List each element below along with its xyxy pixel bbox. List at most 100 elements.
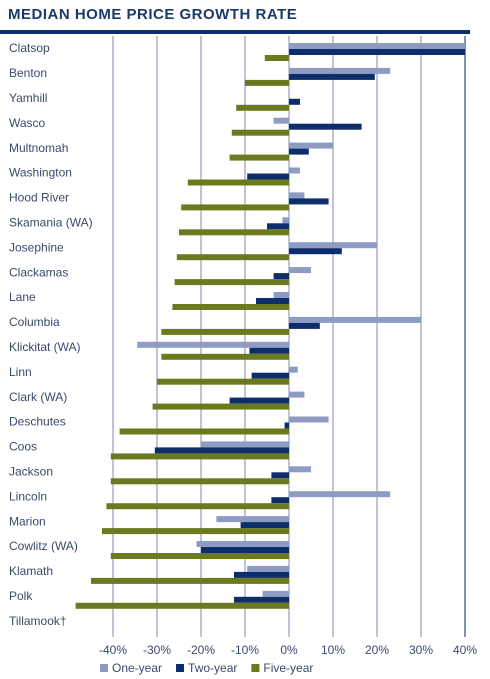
x-tick-label: -40% <box>99 643 127 657</box>
bar <box>289 198 329 205</box>
bar <box>229 154 289 161</box>
bar <box>282 217 289 224</box>
bar <box>247 173 289 180</box>
bar <box>264 55 289 61</box>
bar <box>289 49 465 55</box>
bar <box>172 304 289 310</box>
bar <box>91 577 289 584</box>
y-tick-label: Washington <box>9 166 72 180</box>
bar <box>181 204 289 211</box>
x-tick-label: 30% <box>409 643 433 657</box>
bar <box>267 223 289 230</box>
y-tick-label: Columbia <box>9 315 60 329</box>
bar <box>289 242 377 249</box>
bar <box>251 372 289 379</box>
bar <box>106 503 290 510</box>
bar <box>289 248 342 255</box>
bar <box>240 522 289 529</box>
bar <box>229 397 289 404</box>
bar <box>271 497 289 504</box>
y-tick-label: Cowlitz (WA) <box>9 539 78 553</box>
bar <box>289 98 300 105</box>
y-tick-label: Wasco <box>9 116 46 130</box>
bar <box>289 192 305 199</box>
y-tick-label: Hood River <box>9 191 69 205</box>
bar <box>201 441 289 448</box>
x-tick-label: -10% <box>231 643 259 657</box>
bar <box>289 416 329 423</box>
y-tick-label: Clackamas <box>9 265 68 279</box>
x-tick-label: -30% <box>143 643 171 657</box>
x-tick-label: 0% <box>280 643 298 657</box>
y-tick-label: Lane <box>9 290 36 304</box>
bar <box>161 353 289 360</box>
bar <box>289 391 305 398</box>
bar <box>137 341 289 348</box>
title-rule <box>0 30 470 34</box>
bar <box>157 378 289 385</box>
bar <box>75 602 289 609</box>
legend-swatch <box>100 664 108 672</box>
bar <box>196 541 289 547</box>
bar <box>234 596 289 603</box>
bar <box>289 466 311 473</box>
bar <box>249 347 289 354</box>
bar <box>236 104 289 111</box>
bar <box>273 292 289 298</box>
bar <box>289 43 465 49</box>
y-tick-label: Tillamook† <box>9 614 67 628</box>
bar <box>187 179 289 186</box>
bar <box>216 516 289 523</box>
y-tick-label: Polk <box>9 589 33 603</box>
chart-title: MEDIAN HOME PRICE GROWTH RATE <box>8 6 297 23</box>
y-tick-label: Coos <box>9 440 37 454</box>
legend-label: One-year <box>112 661 162 675</box>
x-tick-label: 20% <box>365 643 389 657</box>
y-tick-label: Clatsop <box>9 41 50 55</box>
bar <box>256 298 289 304</box>
bar <box>179 229 289 236</box>
legend-label: Five-year <box>263 661 313 675</box>
bar <box>110 478 289 485</box>
y-tick-label: Klickitat (WA) <box>9 340 81 354</box>
bar <box>110 553 289 559</box>
bar <box>245 79 289 86</box>
bar <box>201 547 289 553</box>
bar <box>289 148 309 155</box>
bar <box>284 422 289 429</box>
bar <box>289 322 320 329</box>
bar <box>176 254 289 261</box>
bar <box>231 129 289 136</box>
bar <box>289 366 298 373</box>
legend-swatch <box>251 664 260 672</box>
bar <box>119 428 289 435</box>
bar <box>289 73 375 80</box>
bar <box>289 123 362 130</box>
y-tick-label: Marion <box>9 514 46 528</box>
y-tick-label: Benton <box>9 66 47 80</box>
bar <box>273 117 289 124</box>
x-tick-label: -20% <box>187 643 215 657</box>
y-tick-label: Lincoln <box>9 489 47 503</box>
bar <box>289 167 300 174</box>
bar <box>110 453 289 460</box>
y-tick-label: Jackson <box>9 464 53 478</box>
bar <box>154 447 289 454</box>
bar <box>289 67 391 74</box>
bar <box>273 273 289 280</box>
legend-label: Two-year <box>188 661 237 675</box>
x-tick-label: 40% <box>453 643 477 657</box>
bar <box>289 491 391 498</box>
bar <box>271 472 289 479</box>
bar <box>289 267 311 274</box>
bar <box>174 279 289 286</box>
y-tick-label: Multnomah <box>9 141 68 155</box>
bar <box>262 590 289 597</box>
bar <box>234 571 289 578</box>
bar <box>289 142 333 149</box>
y-tick-label: Linn <box>9 365 32 379</box>
y-tick-label: Skamania (WA) <box>9 215 93 229</box>
y-tick-label: Clark (WA) <box>9 390 67 404</box>
legend-swatch <box>176 664 185 672</box>
